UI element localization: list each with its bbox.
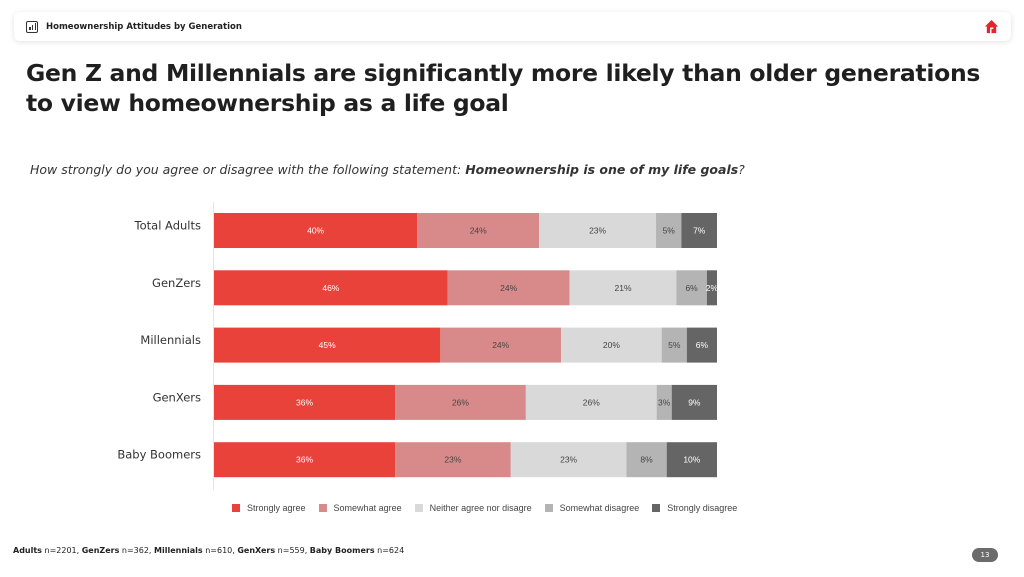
bar-segment [214, 213, 418, 248]
bar-segment [395, 384, 526, 420]
home-logo-icon[interactable] [984, 19, 999, 34]
data-label: 40% [307, 226, 324, 236]
survey-question: How strongly do you agree or disagree wi… [30, 162, 745, 177]
data-label: 21% [614, 283, 631, 293]
data-label: 10% [683, 455, 700, 465]
data-label: 7% [693, 226, 706, 236]
footnote-sample-size: n=610, [202, 546, 238, 555]
data-label: 20% [603, 340, 620, 350]
bar-segment [214, 384, 396, 420]
legend-swatch [652, 504, 661, 512]
bar-segment [447, 270, 570, 306]
bar-segment [676, 270, 707, 306]
header-bar: Homeownership Attitudes by Generation [14, 12, 1011, 41]
data-label: 9% [688, 397, 701, 407]
bar-segment [525, 384, 657, 420]
category-label: Total Adults [134, 219, 201, 233]
bar-segment [681, 213, 717, 248]
data-label: 46% [322, 283, 339, 293]
data-label: 24% [492, 340, 509, 350]
bar-segment [671, 384, 717, 420]
legend-swatch [544, 504, 553, 512]
data-label: 2% [706, 283, 719, 293]
footnote-sample-size: n=362, [119, 546, 155, 555]
category-label: GenZers [152, 276, 201, 290]
header-title: Homeownership Attitudes by Generation [46, 21, 242, 32]
legend-label: Neither agree nor disagre [429, 503, 532, 513]
bar-segment [661, 327, 687, 363]
data-label: 24% [470, 226, 487, 236]
data-label: 6% [696, 340, 709, 350]
legend-label: Strongly agree [247, 503, 306, 513]
legend-item: Neither agree nor disagre [414, 503, 532, 513]
stacked-bar-chart: Total Adults 40% 24% 23% 5% 7% GenZers 46% 24% 21… [117, 202, 719, 490]
bar-segment [656, 384, 672, 420]
data-label: 5% [668, 340, 681, 350]
legend-swatch [414, 504, 423, 512]
question-statement: Homeownership is one of my life goals [465, 162, 739, 177]
data-label: 8% [640, 455, 653, 465]
bar-segment [539, 213, 657, 248]
question-suffix: ? [738, 162, 745, 177]
footnote-group: Millennials [154, 546, 203, 555]
bar-segment [686, 327, 717, 363]
data-label: 45% [319, 340, 336, 350]
legend-label: Strongly disagree [667, 503, 738, 513]
data-label: 36% [296, 455, 313, 465]
category-label: Millennials [140, 333, 201, 347]
bar-segment [706, 270, 717, 306]
bar-segment [214, 327, 441, 363]
footnote-group: Baby Boomers [309, 546, 375, 555]
legend-item: Strongly agree [232, 503, 306, 513]
bar-segment [510, 442, 627, 478]
data-label: 6% [685, 283, 698, 293]
legend-label: Somewhat agree [333, 503, 402, 513]
page-headline: Gen Z and Millennials are significantly … [26, 59, 981, 117]
category-label: GenXers [153, 390, 201, 404]
bar-segment [656, 213, 682, 248]
bar-segment [626, 442, 667, 478]
data-label: 24% [500, 283, 517, 293]
data-label: 23% [444, 455, 461, 465]
bar-segment [417, 213, 540, 248]
bar-segment [214, 442, 396, 478]
data-label: 23% [589, 226, 606, 236]
data-label: 3% [658, 397, 671, 407]
chart-legend: Strongly agree Somewhat agree Neither agre… [232, 503, 750, 513]
data-label: 26% [583, 397, 600, 407]
bar-segment [440, 327, 562, 363]
data-label: 5% [663, 226, 676, 236]
data-label: 23% [560, 455, 577, 465]
bar-segment [569, 270, 677, 306]
bar-segment [214, 270, 448, 306]
data-label: 26% [452, 397, 469, 407]
footnote-group: GenZers [81, 546, 120, 555]
footnote-sample-size: n=2201, [41, 546, 82, 555]
bar-segment [666, 442, 717, 478]
legend-swatch [318, 504, 327, 512]
footnote-sample-size: n=559, [275, 546, 310, 555]
bar-segment [561, 327, 662, 363]
legend-swatch [232, 504, 240, 512]
data-label: 36% [296, 397, 313, 407]
footnote-group: GenXers [237, 546, 276, 555]
page-number-badge: 13 [972, 548, 998, 562]
sample-size-footnote: Adults n=2201, GenZers n=362, Millennial… [13, 546, 404, 555]
legend-item: Somewhat agree [318, 503, 402, 513]
bar-chart-icon [26, 20, 38, 33]
footnote-group: Adults [13, 546, 42, 555]
bar-segment [395, 442, 511, 478]
category-label: Baby Boomers [117, 448, 201, 462]
legend-item: Strongly disagree [652, 503, 737, 513]
footnote-sample-size: n=624 [374, 546, 405, 555]
legend-label: Somewhat disagree [559, 503, 640, 513]
legend-item: Somewhat disagree [544, 503, 640, 513]
question-prefix: How strongly do you agree or disagree wi… [30, 162, 466, 177]
